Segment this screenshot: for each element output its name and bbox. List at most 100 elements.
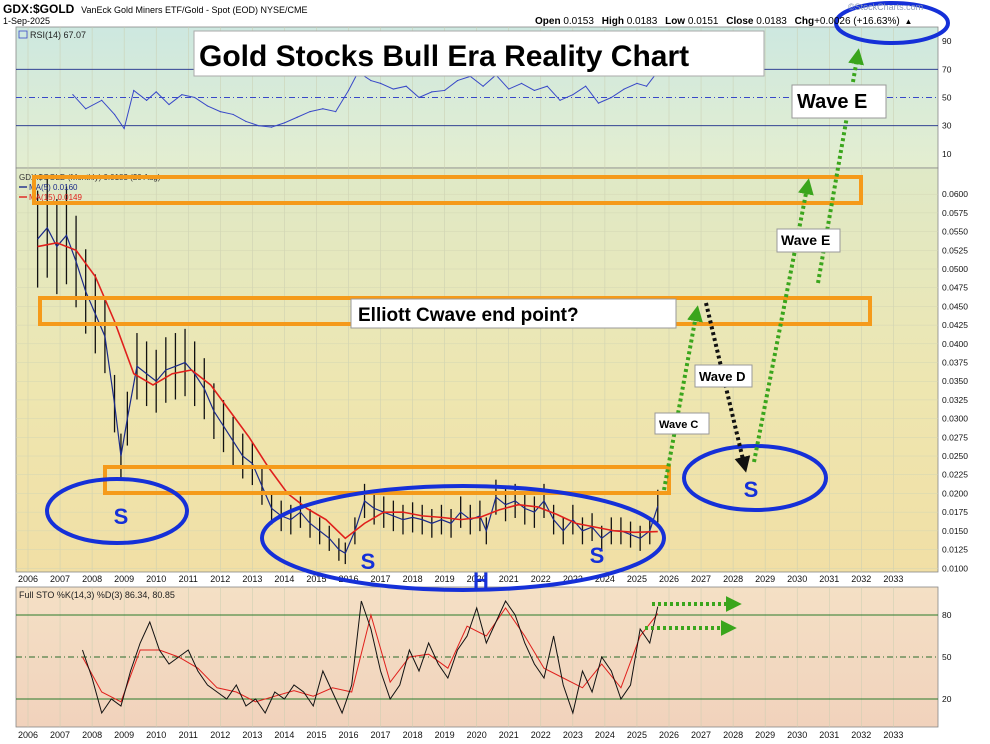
rsi-point [335, 111, 337, 113]
price-y-tick: 0.0225 [942, 470, 968, 480]
rsi-point [245, 120, 247, 123]
rsi-point [155, 91, 157, 93]
rsi-point [123, 127, 125, 130]
low-label: Low [665, 16, 686, 27]
price-ma15-line [37, 241, 658, 540]
rsi-point [370, 79, 372, 82]
header-ohlc: Open 0.0153 High 0.0183 Low 0.0151 Close… [535, 16, 912, 27]
ma15-legend-text: MA(15) 0.0149 [29, 193, 82, 202]
price-y-tick: 0.0500 [942, 264, 968, 274]
rsi-point [636, 82, 638, 84]
price-y-tick: 0.0425 [942, 320, 968, 330]
ellipse-left-shoulder [45, 477, 189, 545]
x-tick-label: 2030 [787, 574, 807, 584]
x-tick-label-bottom: 2029 [755, 730, 775, 740]
rsi-y-tick: 70 [942, 64, 952, 74]
price-y-tick: 0.0150 [942, 526, 968, 536]
arrow-wave-c [662, 305, 703, 491]
x-tick-label: 2025 [627, 574, 647, 584]
price-y-tick: 0.0175 [942, 507, 968, 517]
chart-title: Gold Stocks Bull Era Reality Chart [199, 40, 689, 73]
x-tick-label-bottom: 2009 [114, 730, 134, 740]
rsi-point [379, 82, 382, 84]
x-tick-label: 2020 [467, 574, 487, 584]
x-tick-label: 2028 [723, 574, 743, 584]
price-y-tick: 0.0600 [942, 189, 968, 199]
sto-y-tick: 50 [942, 652, 952, 662]
rsi-point [347, 89, 350, 92]
rsi-y-tick: 30 [942, 121, 952, 131]
rsi-point [623, 88, 625, 90]
rsi-point [520, 82, 523, 84]
header-symbol-line: GDX:$GOLD VanEck Gold Miners ETF/Gold - … [3, 2, 308, 16]
open-label: Open [535, 16, 561, 27]
x-tick-label-bottom: 2024 [595, 730, 615, 740]
x-tick-label-bottom: 2014 [274, 730, 294, 740]
price-y-tick: 0.0350 [942, 376, 968, 386]
rsi-y-tick: 90 [942, 36, 952, 46]
x-tick-label-bottom: 2006 [18, 730, 38, 740]
label-s-right: S [590, 543, 605, 568]
x-tick-label: 2027 [691, 574, 711, 584]
rsi-point [508, 88, 510, 90]
x-tick-label-bottom: 2010 [146, 730, 166, 740]
x-tick-label-bottom: 2023 [563, 730, 583, 740]
elliott-box: Elliott Cwave end point? [350, 298, 677, 329]
x-tick-label: 2011 [179, 574, 198, 584]
x-tick-label: 2015 [306, 574, 326, 584]
elliott-label: Elliott Cwave end point? [358, 305, 579, 326]
x-tick-label-bottom: 2011 [179, 730, 198, 740]
wave-c-label: Wave C [659, 419, 698, 431]
x-tick-label: 2018 [403, 574, 423, 584]
x-tick-label: 2008 [82, 574, 102, 584]
x-tick-label: 2012 [210, 574, 230, 584]
stochastic-legend: Full STO %K(14,3) %D(3) 86.34, 80.85 [19, 590, 175, 600]
x-tick-label: 2013 [242, 574, 262, 584]
x-tick-label-bottom: 2028 [723, 730, 743, 740]
x-tick-label: 2006 [18, 574, 38, 584]
x-tick-label: 2010 [146, 574, 166, 584]
rsi-point [296, 116, 298, 118]
rsi-point [145, 99, 148, 101]
label-s-mid: S [361, 549, 376, 574]
close-label: Close [726, 16, 754, 27]
triangle-up-icon: ▲ [904, 17, 913, 26]
title-box: Gold Stocks Bull Era Reality Chart [193, 30, 765, 77]
sto-k-line [82, 599, 659, 715]
x-tick-label-bottom: 2025 [627, 730, 647, 740]
price-y-tick: 0.0400 [942, 339, 968, 349]
wave-d-box: Wave D [694, 364, 753, 388]
rsi-point [482, 85, 484, 87]
rsi-point [597, 102, 600, 104]
rsi-point [206, 105, 209, 107]
rsi-point [309, 111, 311, 113]
price-y-tick: 0.0525 [942, 245, 968, 255]
rsi-point [219, 111, 221, 113]
label-h: H [473, 568, 489, 593]
x-tick-label-bottom: 2030 [787, 730, 807, 740]
x-tick-label: 2026 [659, 574, 679, 584]
rsi-point [610, 96, 612, 99]
price-y-tick: 0.0575 [942, 208, 968, 218]
wave-e-mid-label: Wave E [781, 232, 830, 248]
chg-value: +0.0026 (+16.63%) [814, 16, 900, 27]
header-date: 1-Sep-2025 [3, 16, 51, 26]
low-value: 0.0151 [687, 16, 719, 27]
wave-d-label: Wave D [699, 369, 745, 384]
price-y-tick: 0.0475 [942, 283, 968, 293]
rsi-point [232, 113, 234, 116]
rsi-legend-text: RSI(14) 67.07 [30, 30, 86, 40]
high-value: 0.0183 [626, 16, 658, 27]
ellipse-future-shoulder [682, 444, 828, 512]
rsi-point [113, 113, 116, 116]
price-y-tick: 0.0275 [942, 432, 968, 442]
orange-box-top [32, 175, 863, 205]
price-ma5-line [37, 226, 659, 555]
price-y-tick: 0.0200 [942, 488, 968, 498]
x-tick-label-bottom: 2022 [531, 730, 551, 740]
rsi-point [392, 88, 394, 90]
x-tick-label-bottom: 2019 [435, 730, 455, 740]
x-tick-label-bottom: 2026 [659, 730, 679, 740]
rsi-point [585, 85, 587, 87]
